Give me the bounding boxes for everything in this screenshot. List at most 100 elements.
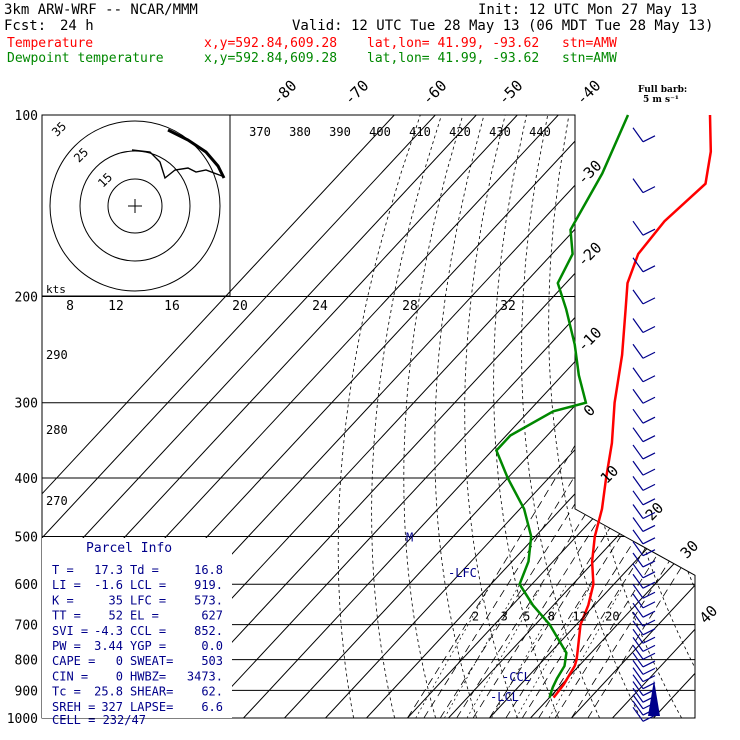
pressure-tick-label: 800 <box>15 654 38 669</box>
isotherm-line <box>571 115 695 718</box>
wind-barb-flag <box>642 610 656 618</box>
parcel-field-label: LCL = <box>130 578 166 592</box>
parcel-info-box <box>42 538 232 718</box>
parcel-field-value: 573. <box>194 593 223 607</box>
dry-adiabat <box>464 115 518 718</box>
parcel-info-title: Parcel Info <box>86 541 172 556</box>
dewpoint-legend-label: Dewpoint temperature <box>7 51 164 66</box>
lifted-index-label: 8 <box>66 299 74 314</box>
theta-e-label: 410 <box>409 125 431 139</box>
dewpoint-station: stn=AMW <box>562 51 617 66</box>
pressure-tick-label: 900 <box>15 684 38 699</box>
theta-label: 280 <box>46 423 68 437</box>
wind-barb <box>632 628 644 644</box>
isotherm-line <box>530 115 695 718</box>
isotherm-label: -20 <box>574 239 606 271</box>
wind-barb-flag <box>642 619 656 627</box>
wind-barb <box>632 694 644 710</box>
wind-barb <box>632 517 644 532</box>
parcel-field-label: HWBZ= <box>130 669 166 683</box>
wind-barb <box>632 318 644 333</box>
sounding-curves <box>494 114 713 699</box>
wind-barb <box>632 667 644 682</box>
hodograph-ring <box>107 178 163 234</box>
isotherm-label: 10 <box>597 462 623 488</box>
isotherm-line <box>284 115 695 718</box>
wind-barb <box>632 178 644 193</box>
wind-barb-flag <box>642 601 656 609</box>
parcel-field-value: 35 <box>109 593 123 607</box>
parcel-field-value: 16.8 <box>194 563 223 577</box>
theta-e-label: 380 <box>289 125 311 139</box>
wind-barb-flag <box>642 452 656 460</box>
isotherm-label: 40 <box>696 602 722 628</box>
wind-barb <box>632 583 644 599</box>
parcel-field-value: 0 <box>116 654 123 668</box>
hodograph-ring-label: 35 <box>49 119 69 139</box>
wind-barb <box>632 504 644 519</box>
wind-barbs <box>632 127 660 722</box>
parcel-cell: CELL = 232/47 <box>52 713 146 727</box>
theta-label: 270 <box>46 494 68 508</box>
dry-adiabat <box>718 115 740 718</box>
parcel-field-label: Td = <box>130 563 159 577</box>
mixing-ratio-label: 2 <box>472 610 479 624</box>
mixing-ratio-label: 5 <box>523 610 530 624</box>
moist-adiabat <box>587 296 695 718</box>
wind-barb-flag <box>642 660 656 668</box>
level-label: -LFC <box>448 566 477 580</box>
parcel-field-label: PW = <box>52 639 81 653</box>
isotherm-line <box>653 115 695 718</box>
parcel-field-value: 62. <box>201 685 223 699</box>
init-time: Init: 12 UTC Mon 27 May 13 <box>478 2 698 18</box>
parcel-field-value: 327 <box>101 700 123 714</box>
wind-barb <box>632 257 644 273</box>
parcel-field-label: SHEAR= <box>130 685 173 699</box>
temperature-latlon: lat,lon= 41.99, -93.62 <box>367 36 540 51</box>
wind-barb-flag <box>642 591 656 599</box>
parcel-field-label: LFC = <box>130 593 166 607</box>
parcel-field-label: K = <box>52 593 74 607</box>
wind-barb <box>632 552 644 568</box>
parcel-field-label: LI = <box>52 578 81 592</box>
wind-barb-flag <box>642 265 656 273</box>
wind-barb <box>632 444 644 460</box>
pressure-tick-label: 600 <box>15 578 38 593</box>
isotherm-line <box>42 115 395 718</box>
wind-barb-flag <box>642 511 656 520</box>
wind-barb <box>632 573 644 589</box>
wind-barb <box>632 541 644 557</box>
pressure-tick-label: 400 <box>15 472 38 487</box>
parcel-field-value: 503 <box>201 654 223 668</box>
mixing-ratio-line <box>515 584 592 718</box>
parcel-field-label: CAPE = <box>52 654 95 668</box>
moist-adiabat <box>423 296 682 718</box>
wind-barb-flag <box>642 135 656 143</box>
wind-barb-flag <box>642 675 656 683</box>
parcel-field-value: 919. <box>194 578 223 592</box>
wind-barb-flag <box>642 435 656 443</box>
wind-barb <box>632 593 644 609</box>
pressure-tick-label: 300 <box>15 397 38 412</box>
temperature-curve <box>552 114 713 699</box>
parcel-field-value: 627 <box>201 609 223 623</box>
hodograph-units: kts <box>46 283 66 296</box>
dry-adiabat <box>493 115 559 718</box>
parcel-field-label: LAPSE= <box>130 700 173 714</box>
wind-barb-flag <box>642 483 656 491</box>
parcel-field-label: SREH = <box>52 700 95 714</box>
lifted-index-label: 12 <box>108 299 124 314</box>
wind-barb <box>632 476 644 491</box>
isotherm-label: -60 <box>419 77 451 109</box>
wind-barb <box>632 563 644 579</box>
wind-barb-flag <box>642 667 656 675</box>
wind-barb-flag <box>642 186 656 194</box>
mixing-ratio-label: 8 <box>548 610 555 624</box>
wind-barb-flag <box>642 549 656 557</box>
isotherm-label: 30 <box>677 537 703 563</box>
isotherm-line <box>42 115 477 718</box>
isotherm-line <box>202 115 695 718</box>
wind-barb <box>632 620 644 636</box>
lifted-index-label: 32 <box>500 299 516 314</box>
parcel-field-label: Tc = <box>52 685 81 699</box>
